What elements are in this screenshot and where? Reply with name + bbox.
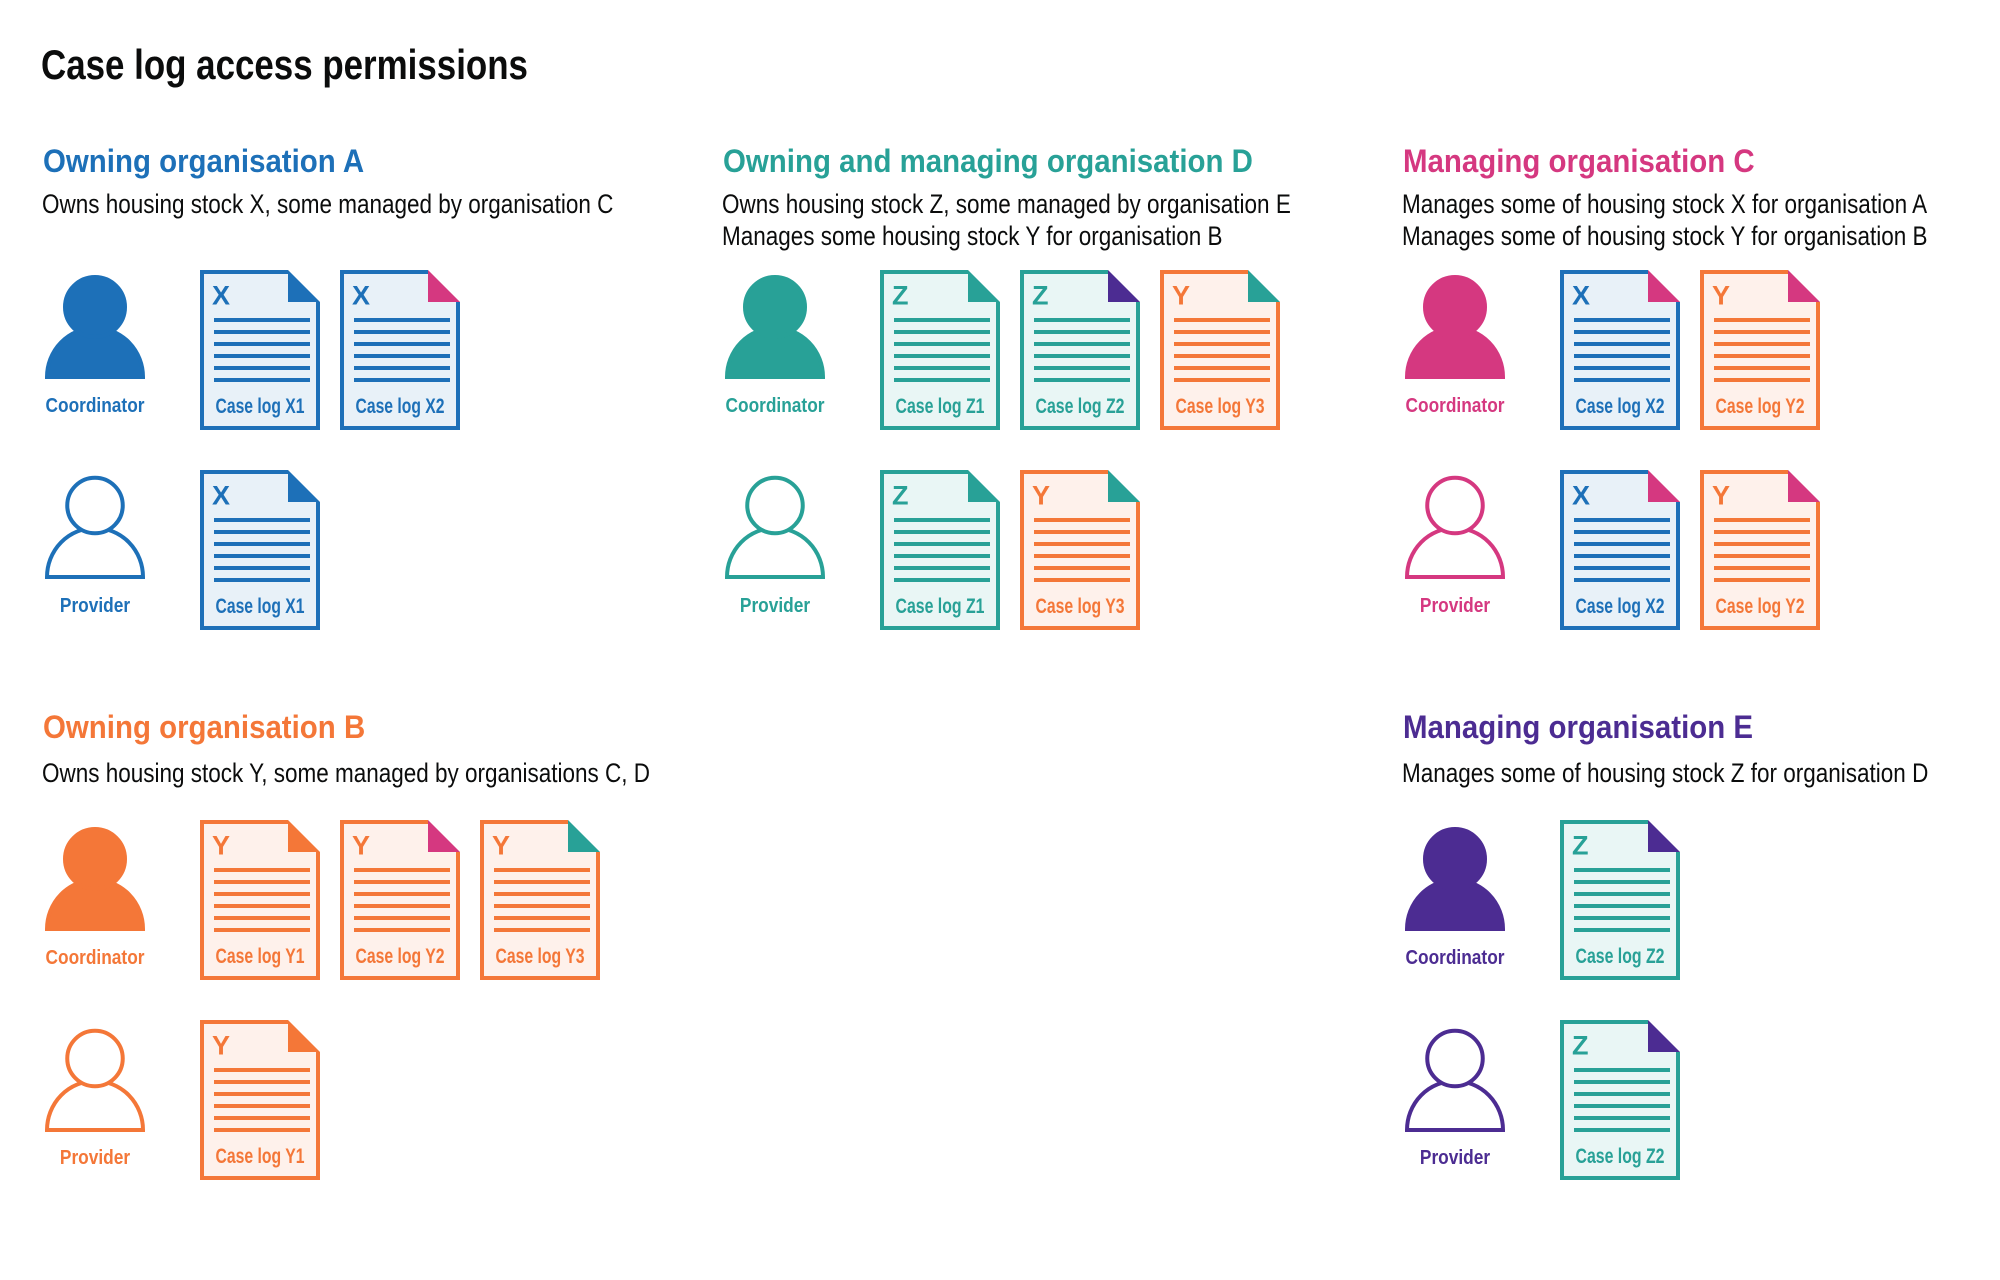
svg-text:Case log X2: Case log X2 <box>1576 595 1665 618</box>
svg-text:Y: Y <box>492 831 510 861</box>
svg-text:X: X <box>1572 481 1590 511</box>
svg-text:Case log Y3: Case log Y3 <box>1036 595 1125 618</box>
svg-text:Z: Z <box>892 481 909 511</box>
svg-text:Y: Y <box>212 831 230 861</box>
svg-text:Y: Y <box>212 1031 230 1061</box>
svg-text:X: X <box>212 481 230 511</box>
svg-text:Case log X2: Case log X2 <box>1576 395 1665 418</box>
svg-text:Case log Y1: Case log Y1 <box>216 945 305 968</box>
svg-text:X: X <box>212 281 230 311</box>
svg-text:Y: Y <box>1712 481 1730 511</box>
svg-text:Case log Z2: Case log Z2 <box>1036 395 1125 418</box>
svg-text:Z: Z <box>1572 1031 1589 1061</box>
svg-text:Case log Y2: Case log Y2 <box>1716 595 1805 618</box>
svg-text:Case log Y2: Case log Y2 <box>1716 395 1805 418</box>
svg-text:X: X <box>1572 281 1590 311</box>
svg-text:Case log Y1: Case log Y1 <box>216 1145 305 1168</box>
svg-text:Y: Y <box>352 831 370 861</box>
svg-text:Y: Y <box>1172 281 1190 311</box>
svg-text:Case log Y3: Case log Y3 <box>1176 395 1265 418</box>
svg-text:X: X <box>352 281 370 311</box>
svg-text:Z: Z <box>892 281 909 311</box>
svg-text:Case log X1: Case log X1 <box>216 395 305 418</box>
svg-text:Case log Z1: Case log Z1 <box>896 395 985 418</box>
svg-text:Z: Z <box>1572 831 1589 861</box>
svg-text:Case log Z2: Case log Z2 <box>1576 945 1665 968</box>
svg-text:Y: Y <box>1712 281 1730 311</box>
svg-text:Case log Y3: Case log Y3 <box>496 945 585 968</box>
svg-text:Case log Z2: Case log Z2 <box>1576 1145 1665 1168</box>
svg-text:Y: Y <box>1032 481 1050 511</box>
svg-text:Case log Z1: Case log Z1 <box>896 595 985 618</box>
svg-text:Case log Y2: Case log Y2 <box>356 945 445 968</box>
svg-text:Case log X2: Case log X2 <box>356 395 445 418</box>
svg-text:Z: Z <box>1032 281 1049 311</box>
svg-text:Case log X1: Case log X1 <box>216 595 305 618</box>
